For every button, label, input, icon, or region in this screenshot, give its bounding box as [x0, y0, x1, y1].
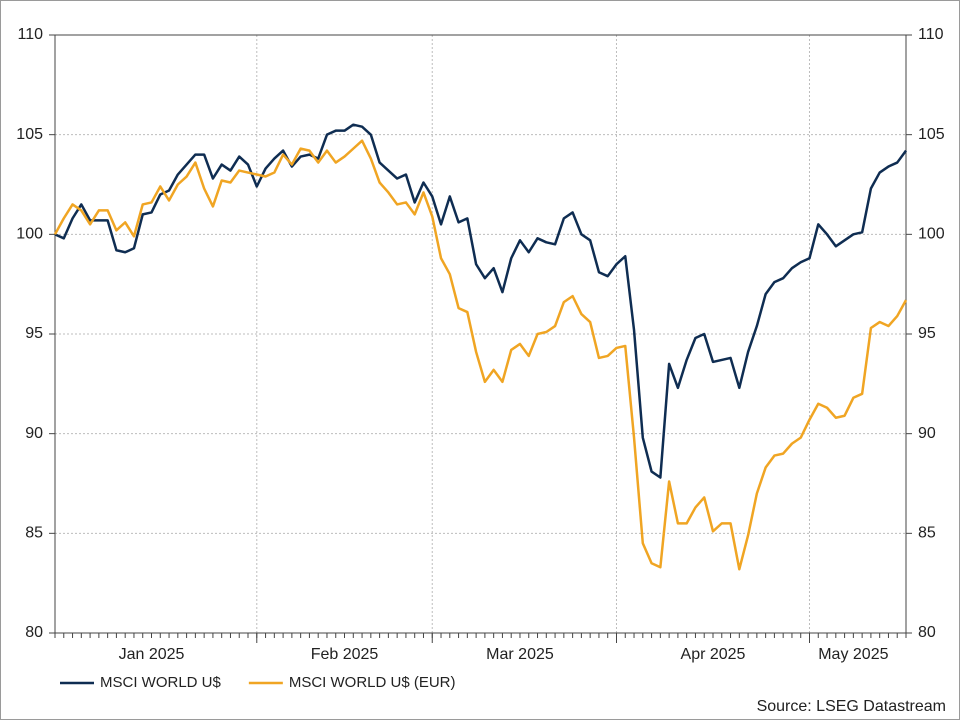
series-line	[53, 139, 908, 571]
y2-tick-label: 95	[918, 325, 936, 342]
y2-tick-label: 80	[918, 624, 936, 641]
y-tick-label: 95	[25, 325, 43, 342]
x-tick-label: Jan 2025	[119, 646, 185, 663]
plot-area	[54, 34, 907, 634]
series-line	[54, 123, 908, 479]
x-tick-label: May 2025	[818, 646, 888, 663]
y-tick-label: 105	[16, 126, 43, 143]
y2-tick-label: 90	[918, 425, 936, 442]
legend-label: MSCI WORLD U$ (EUR)	[289, 674, 456, 691]
source-note: Source: LSEG Datastream	[757, 698, 946, 715]
y-tick-label: 80	[25, 624, 43, 641]
x-tick-label: Apr 2025	[681, 646, 746, 663]
y-tick-label: 85	[25, 525, 43, 542]
legend-label: MSCI WORLD U$	[100, 674, 222, 691]
y-tick-label: 110	[17, 26, 43, 43]
y-tick-label: 90	[25, 425, 43, 442]
y2-tick-label: 105	[918, 126, 945, 143]
x-tick-label: Mar 2025	[486, 646, 554, 663]
y-tick-label: 100	[16, 226, 43, 243]
x-tick-label: Feb 2025	[311, 646, 379, 663]
y2-tick-label: 85	[918, 525, 936, 542]
y2-tick-label: 100	[918, 226, 945, 243]
y2-tick-label: 110	[918, 26, 944, 43]
